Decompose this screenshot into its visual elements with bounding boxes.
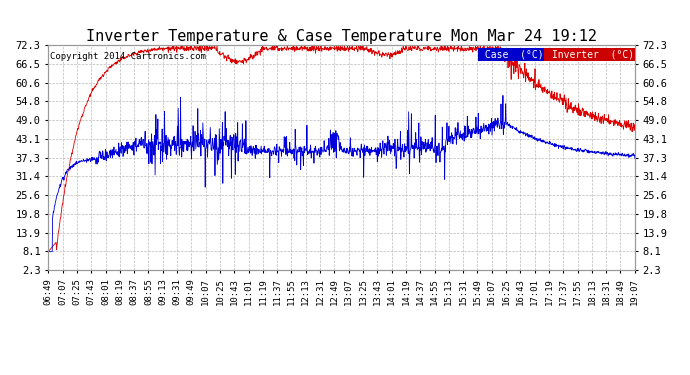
Text: Inverter  (°C): Inverter (°C) — [546, 50, 634, 60]
Text: Case  (°C): Case (°C) — [480, 50, 544, 60]
Title: Inverter Temperature & Case Temperature Mon Mar 24 19:12: Inverter Temperature & Case Temperature … — [86, 29, 597, 44]
Text: Copyright 2014 Cartronics.com: Copyright 2014 Cartronics.com — [50, 52, 206, 61]
